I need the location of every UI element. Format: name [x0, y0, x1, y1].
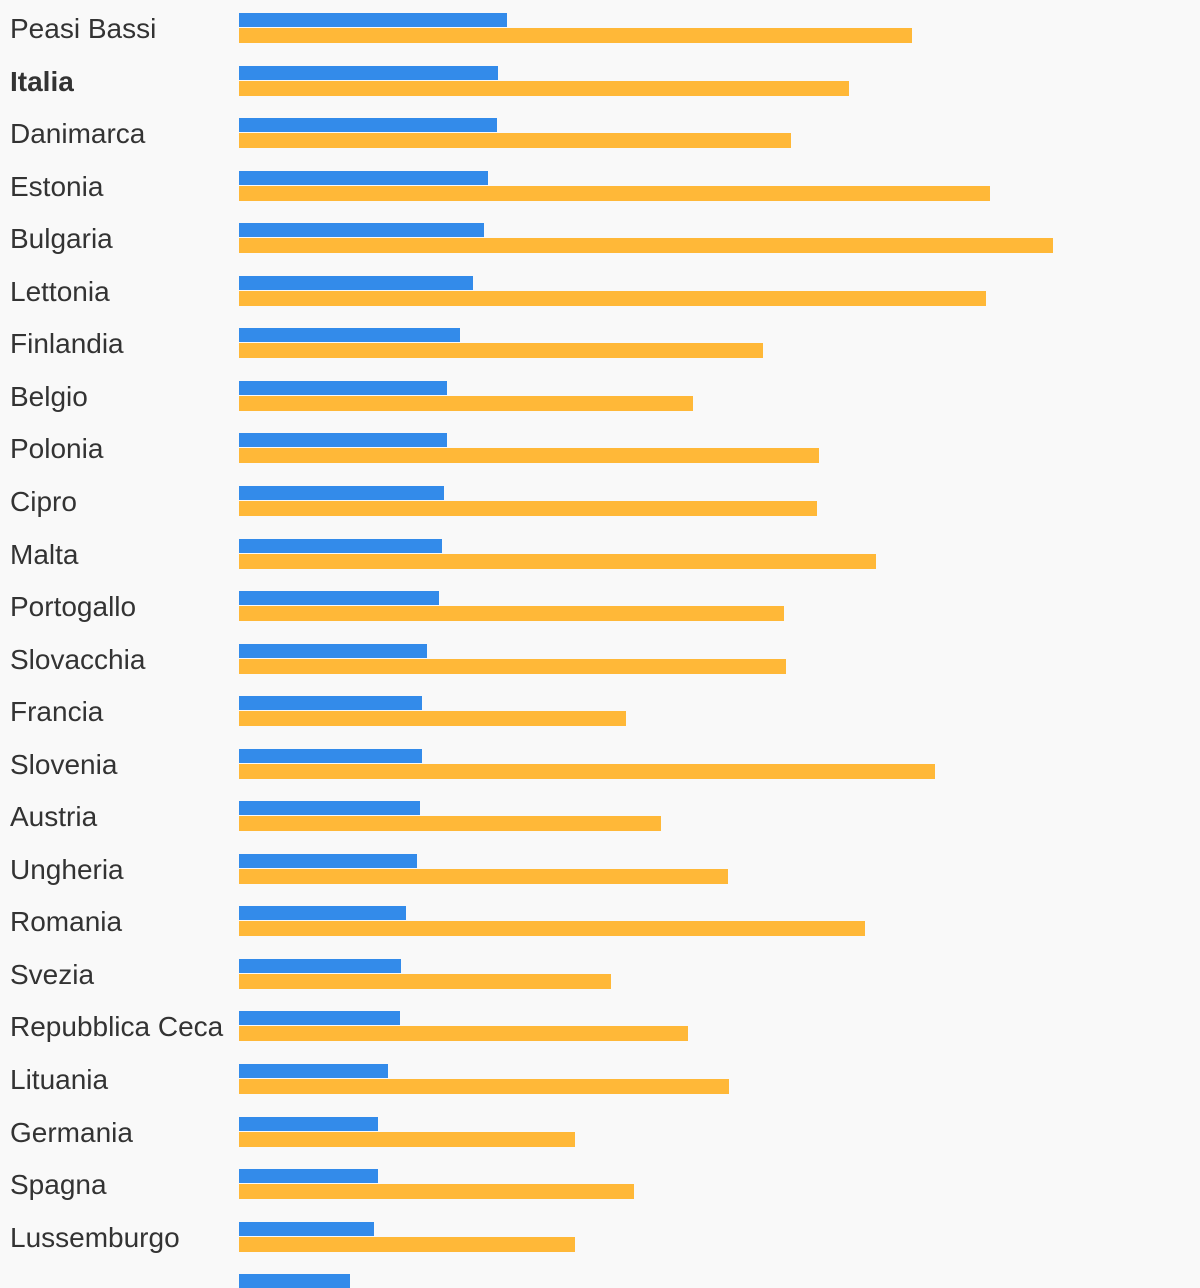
bar-series-1 — [239, 906, 406, 921]
bar-series-2 — [239, 553, 876, 569]
bar-series-2 — [239, 711, 626, 727]
bar-series-2 — [239, 133, 791, 149]
bar-series-1 — [239, 958, 401, 973]
bar-series-2 — [239, 763, 935, 779]
bar-series-2 — [239, 1131, 575, 1147]
bar-series-2 — [239, 448, 819, 464]
bar-series-2 — [239, 1236, 575, 1252]
category-label: Italia — [10, 65, 74, 97]
bar-series-2 — [239, 816, 661, 832]
bar-series-1 — [239, 801, 420, 816]
category-label: Slovacchia — [10, 643, 146, 675]
bar-series-1 — [239, 696, 422, 711]
bar-series-2 — [239, 973, 611, 989]
bar-series-1 — [239, 275, 473, 290]
bar-series-1 — [239, 1011, 400, 1026]
bar-series-2 — [239, 238, 1053, 254]
bar-series-1 — [239, 1064, 388, 1078]
bar-series-2 — [239, 1184, 634, 1200]
category-label: Peasi Bassi — [10, 13, 157, 44]
bar-series-2 — [239, 28, 912, 43]
category-label: Svezia — [10, 958, 95, 990]
bar-series-2 — [239, 1079, 729, 1094]
bar-series-1 — [239, 433, 447, 448]
category-label: Belgio — [10, 380, 88, 412]
bar-series-1 — [239, 485, 444, 500]
bar-series-1 — [239, 65, 498, 80]
bar-series-1 — [239, 1169, 378, 1184]
bar-series-1 — [239, 328, 460, 343]
category-label: Cipro — [10, 485, 77, 517]
bar-series-1 — [239, 380, 447, 395]
bar-series-1 — [239, 748, 422, 763]
category-label: Lussemburgo — [10, 1221, 180, 1253]
bar-series-2 — [239, 80, 849, 96]
bar-series-2 — [239, 921, 865, 937]
bar-series-1 — [239, 853, 417, 868]
category-label: Polonia — [10, 433, 104, 465]
category-label: Lettonia — [10, 275, 110, 307]
bar-series-1 — [239, 538, 442, 553]
bar-series-2 — [239, 290, 986, 306]
category-label: Estonia — [10, 170, 104, 202]
bar-series-1 — [239, 1274, 350, 1288]
bar-series-2 — [239, 343, 763, 359]
category-label: Bulgaria — [10, 223, 113, 255]
bar-series-1 — [239, 170, 488, 185]
bar-series-2 — [239, 868, 728, 884]
bar-series-2 — [239, 658, 786, 674]
category-label: Ungheria — [10, 853, 124, 885]
bar-series-1 — [239, 591, 439, 606]
category-label: Francia — [10, 696, 104, 728]
category-label: Finlandia — [10, 328, 124, 360]
bar-series-2 — [239, 500, 817, 516]
category-label: Spagna — [10, 1169, 107, 1201]
category-label: Slovenia — [10, 748, 118, 780]
bar-series-2 — [239, 395, 693, 411]
category-label: Lituania — [10, 1064, 109, 1095]
bar-series-1 — [239, 1221, 374, 1236]
category-label: Austria — [10, 801, 98, 833]
category-label: Germania — [10, 1116, 133, 1148]
category-label: Portogallo — [10, 591, 137, 623]
bar-series-2 — [239, 185, 990, 201]
bar-series-1 — [239, 223, 484, 238]
bar-series-1 — [239, 1116, 378, 1131]
bar-series-1 — [239, 643, 427, 658]
category-label: Romania — [10, 906, 123, 938]
bar-series-2 — [239, 1026, 688, 1042]
bar-series-1 — [239, 118, 497, 133]
category-label: Danimarca — [10, 118, 146, 150]
category-label: Malta — [10, 538, 79, 570]
category-label: Repubblica Ceca — [10, 1011, 224, 1043]
bar-series-2 — [239, 606, 784, 622]
bar-series-1 — [239, 13, 507, 27]
